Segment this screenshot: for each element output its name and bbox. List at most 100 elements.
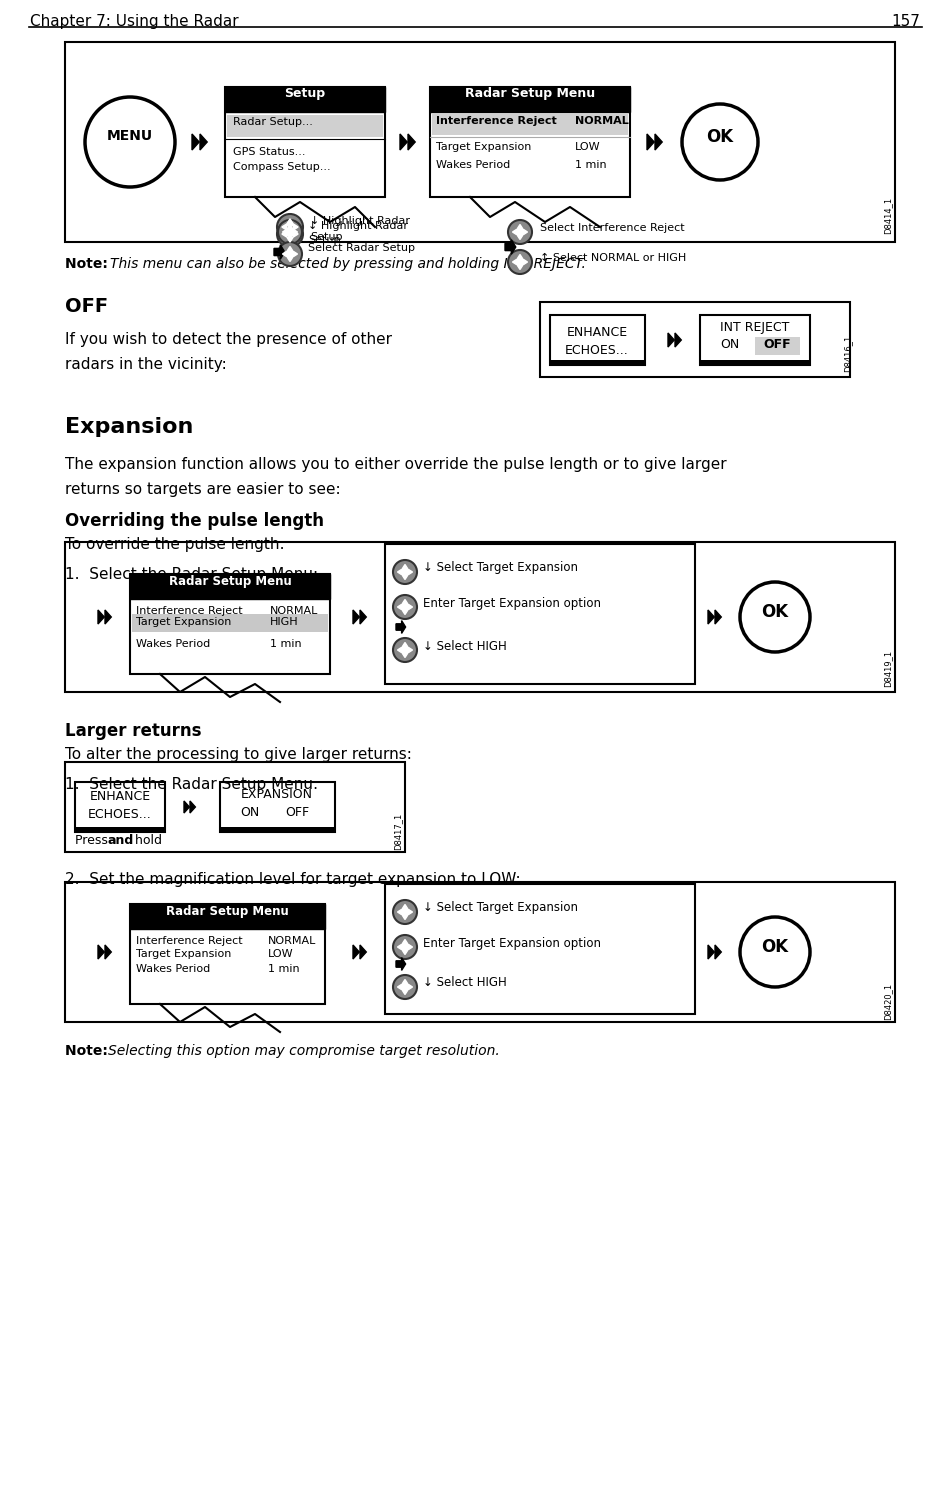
Text: Larger returns: Larger returns	[65, 723, 201, 739]
Text: Target Expansion: Target Expansion	[136, 950, 232, 959]
Text: ↓ Select HIGH: ↓ Select HIGH	[423, 977, 506, 989]
Text: ON: ON	[240, 806, 259, 818]
Circle shape	[508, 221, 532, 243]
Polygon shape	[408, 647, 412, 653]
Bar	[130, 904, 325, 1004]
Polygon shape	[294, 251, 297, 257]
Polygon shape	[655, 135, 662, 150]
Bar	[550, 314, 645, 364]
Text: ECHOES...: ECHOES...	[565, 343, 629, 357]
Circle shape	[740, 582, 810, 652]
Polygon shape	[287, 224, 293, 228]
Text: Wakes Period: Wakes Period	[136, 965, 210, 974]
Bar	[385, 544, 695, 683]
Polygon shape	[402, 611, 408, 614]
Text: ENHANCE: ENHANCE	[89, 791, 150, 803]
Bar	[227, 115, 383, 138]
Polygon shape	[274, 245, 285, 259]
Text: D8414_1: D8414_1	[884, 197, 892, 234]
Polygon shape	[408, 945, 412, 950]
Polygon shape	[397, 945, 402, 950]
Bar	[700, 360, 810, 364]
Bar	[430, 88, 630, 112]
Text: D8416_1: D8416_1	[844, 334, 852, 372]
Circle shape	[400, 644, 410, 655]
Polygon shape	[397, 909, 402, 915]
Bar	[130, 575, 330, 674]
Circle shape	[285, 227, 295, 237]
Polygon shape	[294, 231, 298, 237]
Text: HIGH: HIGH	[270, 617, 298, 627]
Text: OFF: OFF	[65, 296, 108, 316]
Polygon shape	[287, 219, 293, 224]
Polygon shape	[402, 575, 408, 579]
Text: OK: OK	[707, 129, 733, 147]
Text: Radar Setup Menu: Radar Setup Menu	[465, 88, 595, 100]
Circle shape	[515, 227, 525, 237]
Circle shape	[400, 602, 410, 612]
Text: 1 min: 1 min	[575, 160, 607, 169]
Text: The expansion function allows you to either override the pulse length or to give: The expansion function allows you to eit…	[65, 457, 727, 472]
Text: Setup: Setup	[310, 231, 343, 242]
Text: INT REJECT: INT REJECT	[720, 322, 789, 334]
Circle shape	[277, 221, 303, 246]
Polygon shape	[668, 333, 674, 346]
Text: EXPANSION: EXPANSION	[241, 788, 313, 801]
Text: Interference Reject: Interference Reject	[136, 606, 242, 615]
Polygon shape	[675, 333, 681, 346]
Text: D8417_1: D8417_1	[393, 813, 403, 850]
Text: returns so targets are easier to see:: returns so targets are easier to see:	[65, 482, 341, 497]
Bar	[65, 541, 895, 692]
Polygon shape	[523, 260, 527, 265]
Polygon shape	[512, 230, 517, 234]
Text: Radar Setup Menu: Radar Setup Menu	[169, 576, 292, 588]
Polygon shape	[287, 230, 293, 236]
Circle shape	[285, 248, 295, 260]
Text: NORMAL: NORMAL	[575, 116, 629, 125]
Text: D8419_1: D8419_1	[884, 650, 892, 686]
Circle shape	[515, 257, 525, 268]
Circle shape	[393, 638, 417, 662]
Bar	[75, 782, 165, 832]
Text: Wakes Period: Wakes Period	[436, 160, 510, 169]
Text: Overriding the pulse length: Overriding the pulse length	[65, 513, 324, 531]
Bar	[430, 88, 630, 197]
Polygon shape	[518, 236, 522, 239]
Polygon shape	[396, 957, 406, 971]
Polygon shape	[397, 605, 402, 609]
Polygon shape	[190, 801, 196, 813]
Polygon shape	[402, 599, 408, 603]
Text: radars in the vicinity:: radars in the vicinity:	[65, 357, 227, 372]
Polygon shape	[360, 609, 367, 624]
Text: ↓ Select Target Expansion: ↓ Select Target Expansion	[423, 561, 578, 575]
Text: To alter the processing to give larger returns:: To alter the processing to give larger r…	[65, 747, 412, 762]
Text: If you wish to detect the presence of other: If you wish to detect the presence of ot…	[65, 333, 392, 346]
Bar	[225, 88, 385, 112]
Polygon shape	[402, 980, 408, 984]
Text: Setup: Setup	[308, 234, 340, 245]
Circle shape	[284, 228, 295, 240]
Text: ON: ON	[720, 339, 739, 351]
Polygon shape	[408, 570, 412, 575]
Text: 157: 157	[891, 14, 920, 29]
Text: This menu can also be selected by pressing and holding INT. REJECT.: This menu can also be selected by pressi…	[110, 257, 586, 271]
Polygon shape	[200, 135, 207, 150]
Polygon shape	[282, 224, 287, 230]
Polygon shape	[105, 609, 111, 624]
Circle shape	[400, 981, 410, 992]
Circle shape	[284, 221, 295, 233]
Polygon shape	[402, 950, 408, 954]
Text: and: and	[108, 833, 134, 847]
Text: ↕ Select NORMAL or HIGH: ↕ Select NORMAL or HIGH	[540, 253, 686, 263]
Text: GPS Status...: GPS Status...	[233, 147, 306, 157]
Polygon shape	[708, 945, 714, 959]
Polygon shape	[715, 945, 721, 959]
Bar	[220, 782, 335, 832]
Text: LOW: LOW	[268, 950, 294, 959]
Polygon shape	[402, 564, 408, 569]
Circle shape	[277, 215, 303, 240]
Text: 1 min: 1 min	[268, 965, 299, 974]
Polygon shape	[402, 643, 408, 647]
Bar	[225, 88, 385, 197]
Circle shape	[278, 242, 302, 266]
